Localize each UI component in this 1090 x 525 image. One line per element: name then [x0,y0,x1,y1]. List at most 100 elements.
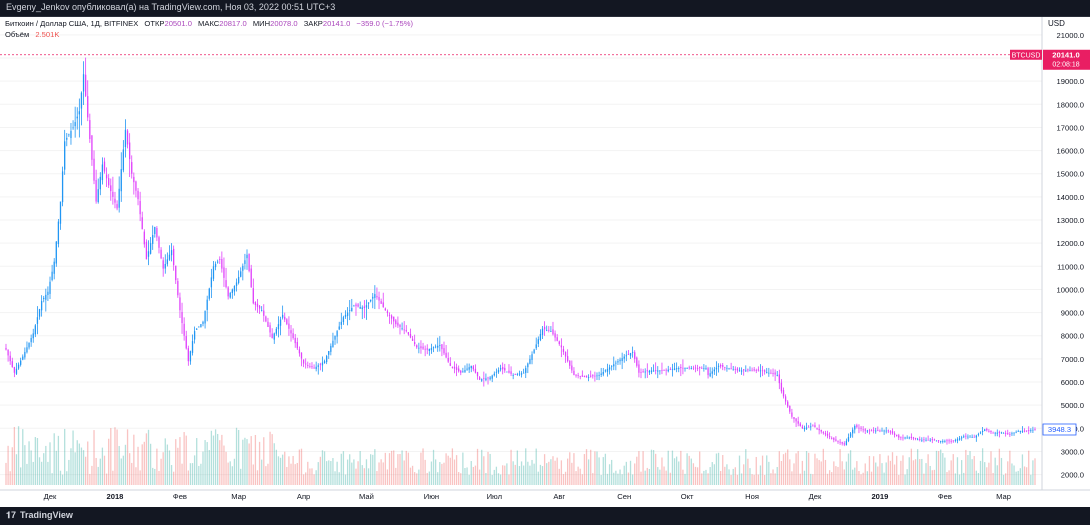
candle-body [409,333,412,338]
time-tick-label: Авг [553,492,565,501]
candle-body [608,367,611,370]
volume-bar [724,466,726,485]
candle-body [256,303,259,307]
candle-body [606,368,609,372]
candle-body [1032,429,1034,431]
candle-body [61,171,64,203]
candle-body [690,368,692,370]
legend-low-value: 20078.0 [270,19,297,28]
volume-bar [131,462,133,485]
candle-body [757,369,760,371]
volume-bar [246,439,248,485]
volume-bar [678,461,680,485]
volume-bar [1028,450,1030,485]
volume-bar [189,463,192,485]
volume-bar [36,438,39,485]
volume-bar [797,451,799,485]
volume-bar [353,459,355,485]
candle-body [334,335,336,340]
candle-body [217,261,219,263]
volume-bar [99,458,101,485]
candle-body [701,367,703,369]
tradingview-logo-icon: 𝟏7 [6,510,17,520]
candle-body [743,369,745,371]
volume-bar [837,466,839,485]
volume-bar [841,461,843,485]
candle-body [72,127,74,129]
grid [0,34,1042,476]
candle-body [103,161,106,172]
volume-bar [91,465,93,485]
volume-bar [650,449,653,485]
candle-body [648,370,651,373]
candle-body [726,367,728,369]
candle-body [849,433,852,437]
volume-bar [818,459,820,485]
volume-bar [116,429,118,485]
candle-body [166,259,169,265]
volume-bar [831,472,833,485]
candle-body [323,361,326,364]
volume-bar [175,439,177,485]
chart-area[interactable]: USD 21000.020000.019000.018000.017000.01… [0,17,1090,507]
candle-body [705,368,707,370]
price-axis[interactable]: USD 21000.020000.019000.018000.017000.01… [1048,19,1084,480]
candle-body [803,427,806,430]
volume-bar [640,471,642,485]
candle-body [1002,432,1005,434]
volume-bar [510,449,512,485]
volume-bar [615,470,617,485]
volume-bar [64,428,66,485]
candle-body [191,341,194,353]
price-tick-label: 6000.0 [1061,378,1084,387]
volume-bar [896,455,898,485]
volume-bar [822,448,824,485]
candle-body [776,375,778,376]
volume-bar [15,454,18,485]
candle-body [196,328,198,330]
volume-bar [478,469,481,485]
candle-body [497,369,500,373]
volume-bar [147,429,150,485]
candle-body [967,436,969,438]
volume-bar [372,454,374,485]
volume-bar [608,464,611,485]
badge-price: 20141.0 [1052,50,1079,59]
candle-body [344,314,347,317]
candle-body [342,317,345,323]
volume-bar [944,457,946,485]
volume-bar [432,449,435,485]
candle-body [355,304,357,307]
candle-body [787,401,789,407]
time-axis[interactable]: Дек 2018 Фев Мар Апр Май Июн Июл Авг Сен Окт Ноя Дек… [44,492,1011,501]
volume-bar [196,438,198,485]
candle-body [535,344,537,349]
volume-bar [120,458,122,485]
candle-body [571,365,573,371]
volume-bar [286,466,288,485]
candle-body [600,373,602,375]
volume-bar [977,472,980,485]
candle-body [902,437,904,439]
tradingview-logo[interactable]: 𝟏7 TradingView [6,510,73,521]
volume-bar [1015,471,1017,485]
candle-body [881,430,883,432]
candle-body [784,396,787,402]
candle-body [445,352,447,358]
candle-body [541,328,544,335]
volume-bar [1021,454,1024,485]
price-chart[interactable]: USD 21000.020000.019000.018000.017000.01… [0,17,1090,507]
volume-bar [177,447,179,485]
volume-bar [598,457,600,485]
volume-bar [307,461,309,485]
time-tick-label: Июн [424,492,439,501]
volume-bar [520,461,523,485]
volume-bar [990,451,992,485]
candle-body [131,162,133,174]
candle-body [252,288,254,304]
candle-body [543,326,546,330]
candle-body [766,372,768,373]
volume-bar [229,461,231,485]
candle-body [286,319,288,325]
candle-body [512,375,514,376]
